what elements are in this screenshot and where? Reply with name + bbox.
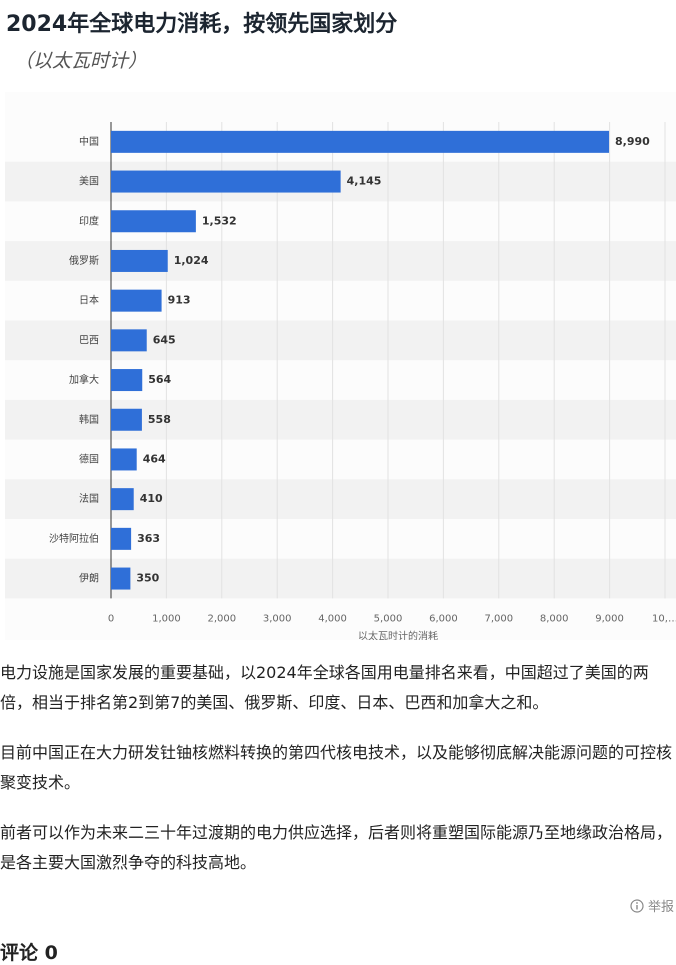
row-band — [5, 241, 676, 281]
value-label: 645 — [153, 333, 176, 346]
y-tick-label: 法国 — [79, 492, 99, 505]
bar — [111, 488, 134, 511]
bar — [111, 289, 162, 312]
y-tick-label: 日本 — [79, 294, 99, 307]
chart-subtitle: （以太瓦时计） — [14, 50, 148, 72]
row-band — [5, 399, 676, 440]
y-tick-label: 巴西 — [79, 334, 99, 346]
y-tick-label: 韩国 — [79, 413, 99, 426]
value-label: 1,532 — [202, 214, 237, 227]
value-label: 464 — [143, 452, 166, 465]
x-tick-label: 2,000 — [207, 613, 236, 624]
x-axis-label: 以太瓦时计的消耗 — [358, 629, 438, 640]
x-tick-label: 7,000 — [484, 613, 513, 624]
y-tick-label: 加拿大 — [69, 373, 99, 386]
bar — [111, 408, 142, 431]
y-tick-label: 美国 — [79, 175, 99, 188]
value-label: 4,145 — [347, 175, 382, 188]
bar — [111, 527, 132, 550]
row-band — [5, 320, 676, 361]
x-tick-label: 8,000 — [540, 613, 569, 624]
value-label: 410 — [140, 492, 163, 505]
value-label: 8,990 — [615, 135, 650, 148]
x-tick-label: 5,000 — [374, 613, 403, 624]
value-label: 558 — [148, 413, 171, 426]
bar — [111, 170, 341, 193]
y-tick-label: 德国 — [79, 452, 99, 465]
bar — [111, 210, 196, 233]
chart-title: 2024年全球电力消耗，按领先国家划分 — [6, 12, 398, 37]
value-label: 564 — [148, 373, 171, 386]
y-tick-label: 沙特阿拉伯 — [49, 532, 99, 545]
x-tick-label: 10,… — [652, 613, 676, 624]
x-tick-label: 9,000 — [595, 613, 624, 624]
x-tick-label: 0 — [108, 613, 114, 624]
paragraph: 目前中国正在大力研发钍铀核燃料转换的第四代核电技术，以及能够彻底解决能源问题的可… — [0, 743, 673, 792]
x-tick-label: 6,000 — [429, 613, 458, 624]
y-tick-label: 俄罗斯 — [69, 254, 99, 267]
report-button[interactable]: 举报 — [630, 896, 674, 915]
y-tick-label: 印度 — [79, 214, 99, 227]
bar — [111, 329, 147, 352]
paragraph: 电力设施是国家发展的重要基础，以2024年全球各国用电量排名来看，中国超过了美国… — [0, 663, 649, 712]
y-tick-label: 伊朗 — [79, 573, 99, 585]
x-tick-label: 4,000 — [318, 613, 347, 624]
bar — [111, 448, 137, 471]
row-band — [5, 558, 676, 599]
bar — [111, 130, 610, 153]
x-tick-label: 3,000 — [263, 613, 292, 624]
value-label: 1,024 — [174, 254, 209, 267]
bar — [111, 249, 168, 272]
bar — [111, 567, 131, 590]
y-tick-label: 中国 — [79, 135, 99, 148]
info-icon — [630, 899, 644, 913]
chart: 0 1,000 2,000 3,000 4,000 5,000 6,000 7,000 8,00… — [5, 92, 676, 640]
value-label: 913 — [168, 294, 191, 307]
bar — [111, 369, 143, 392]
value-label: 363 — [137, 532, 160, 545]
paragraph: 前者可以作为未来二三十年过渡期的电力供应选择，后者则将重塑国际能源乃至地缘政治格… — [0, 823, 673, 872]
x-tick-label: 1,000 — [152, 613, 181, 624]
comments-heading: 评论 0 — [0, 942, 58, 964]
row-band — [5, 479, 676, 519]
value-label: 350 — [136, 572, 159, 585]
report-label: 举报 — [647, 900, 674, 915]
